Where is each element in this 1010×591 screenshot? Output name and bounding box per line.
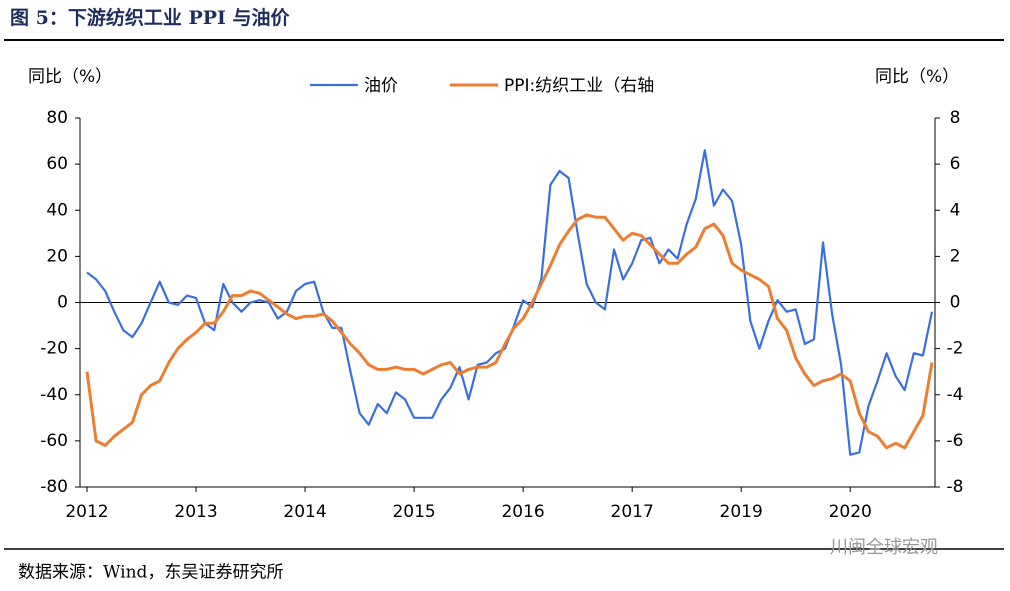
y2-tick-label: -4 bbox=[947, 385, 964, 405]
y2-axis-label: 同比（%） bbox=[875, 67, 959, 87]
x-tick-label: 2020 bbox=[829, 502, 872, 522]
y-tick-label: -80 bbox=[40, 477, 68, 497]
x-tick-label: 2017 bbox=[611, 502, 654, 522]
y-axis-label: 同比（%） bbox=[28, 67, 112, 87]
x-tick-label: 2015 bbox=[392, 502, 435, 522]
y2-tick-label: 0 bbox=[950, 293, 961, 313]
legend-label: PPI:纺织工业（右轴 bbox=[504, 76, 654, 96]
y2-tick-label: 4 bbox=[950, 200, 961, 220]
y2-tick-label: -8 bbox=[947, 477, 964, 497]
y2-tick-label: -2 bbox=[947, 339, 964, 359]
y2-tick-label: -6 bbox=[947, 431, 964, 451]
source: 数据来源：Wind，东吴证券研究所 bbox=[18, 563, 283, 583]
y-tick-label: 40 bbox=[46, 200, 68, 220]
y-tick-label: 20 bbox=[46, 246, 68, 266]
watermark: 川闽全球宏观 bbox=[830, 537, 938, 558]
y-tick-label: 0 bbox=[57, 293, 68, 313]
y-tick-label: -40 bbox=[40, 385, 68, 405]
y2-tick-label: 6 bbox=[950, 154, 961, 174]
y-tick-label: 80 bbox=[46, 108, 68, 128]
y-tick-label: 60 bbox=[46, 154, 68, 174]
legend-label: 油价 bbox=[364, 76, 398, 96]
y-tick-label: -60 bbox=[40, 431, 68, 451]
chart-title: 图 5：下游纺织工业 PPI 与油价 bbox=[10, 6, 291, 29]
x-tick-label: 2019 bbox=[720, 502, 763, 522]
x-tick-label: 2016 bbox=[501, 502, 544, 522]
series-line bbox=[85, 213, 934, 450]
x-tick-label: 2012 bbox=[65, 502, 108, 522]
x-tick-label: 2013 bbox=[174, 502, 217, 522]
y2-tick-label: 8 bbox=[950, 108, 961, 128]
x-tick-label: 2014 bbox=[283, 502, 326, 522]
y-tick-label: -20 bbox=[40, 339, 68, 359]
y2-tick-label: 2 bbox=[950, 246, 961, 266]
